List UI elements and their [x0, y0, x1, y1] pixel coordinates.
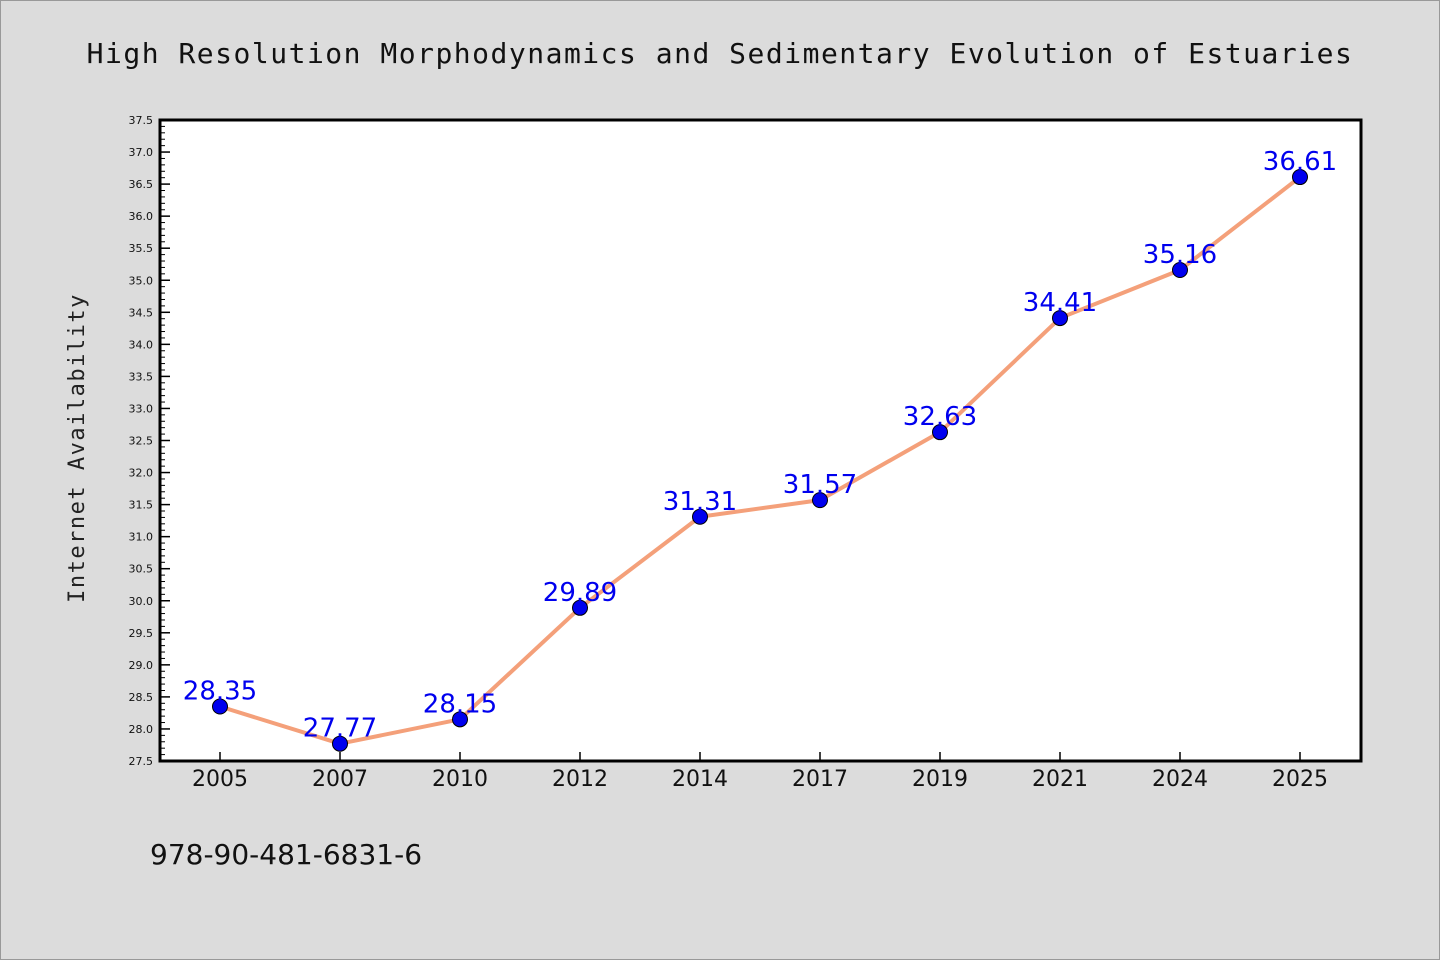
y-tick-label: 30.0	[129, 595, 154, 608]
data-point	[1292, 169, 1308, 186]
y-tick-label: 31.5	[129, 499, 154, 512]
series-line	[218, 175, 1302, 746]
data-label: 27.77	[303, 714, 377, 744]
y-tick-label: 32.5	[129, 435, 154, 448]
y-axis-label: Internet Availability	[65, 293, 90, 603]
data-markers	[212, 169, 1308, 752]
x-tick-label: 2021	[1032, 767, 1088, 792]
x-tick-label: 2025	[1272, 767, 1328, 792]
y-tick-label: 34.5	[129, 306, 154, 319]
data-point	[812, 492, 828, 509]
data-point	[572, 599, 588, 616]
data-point	[692, 508, 708, 525]
x-axis: 2005 2007 2010 2012 2014 2017 2019 2021 2024 2025	[192, 752, 1328, 792]
data-label: 32.63	[903, 402, 977, 432]
data-point	[932, 424, 948, 441]
data-point	[212, 698, 228, 715]
data-label: 36.61	[1263, 147, 1337, 177]
data-point	[332, 735, 348, 752]
y-tick-label: 35.0	[129, 274, 154, 287]
y-axis: 27.5 28.0 28.5 29.0 29.5 30.0 30.5 31.0 31.5 32.0…	[129, 114, 170, 768]
x-tick-label: 2010	[432, 767, 488, 792]
data-label: 28.35	[183, 677, 257, 707]
y-tick-label: 28.5	[129, 691, 154, 704]
y-tick-label: 36.5	[129, 178, 154, 191]
y-tick-label: 29.5	[129, 627, 154, 640]
data-label: 31.57	[783, 470, 857, 500]
y-tick-label: 27.5	[129, 755, 154, 768]
x-tick-label: 2005	[192, 767, 248, 792]
y-tick-label: 36.0	[129, 210, 154, 223]
y-tick-label: 35.5	[129, 242, 154, 255]
x-tick-label: 2017	[792, 767, 848, 792]
y-tick-label: 37.5	[129, 114, 154, 127]
footer-isbn: 978-90-481-6831-6	[150, 838, 422, 871]
data-label: 35.16	[1143, 240, 1217, 270]
y-tick-label: 33.5	[129, 370, 154, 383]
data-point	[1172, 261, 1188, 278]
x-tick-label: 2014	[672, 767, 728, 792]
y-tick-label: 30.5	[129, 563, 154, 576]
data-labels: 28.35 27.77 28.15 29.89 31.31 31.57 32.63 34.41…	[183, 147, 1337, 744]
data-label: 34.41	[1023, 288, 1097, 318]
chart-title: High Resolution Morphodynamics and Sedim…	[87, 37, 1354, 70]
y-tick-label: 33.0	[129, 402, 154, 415]
x-tick-label: 2024	[1152, 767, 1208, 792]
x-tick-label: 2007	[312, 767, 368, 792]
data-label: 31.31	[663, 487, 737, 517]
y-tick-label: 34.0	[129, 338, 154, 351]
data-label: 29.89	[543, 578, 617, 608]
y-tick-label: 32.0	[129, 467, 154, 480]
data-point	[1052, 310, 1068, 327]
plot-area	[158, 118, 1363, 763]
x-tick-label: 2019	[912, 767, 968, 792]
data-point	[452, 711, 468, 728]
data-label: 28.15	[423, 689, 497, 719]
y-tick-label: 29.0	[129, 659, 154, 672]
y-tick-label: 28.0	[129, 723, 154, 736]
y-tick-label: 37.0	[129, 146, 154, 159]
y-tick-label: 31.0	[129, 531, 154, 544]
x-tick-label: 2012	[552, 767, 608, 792]
